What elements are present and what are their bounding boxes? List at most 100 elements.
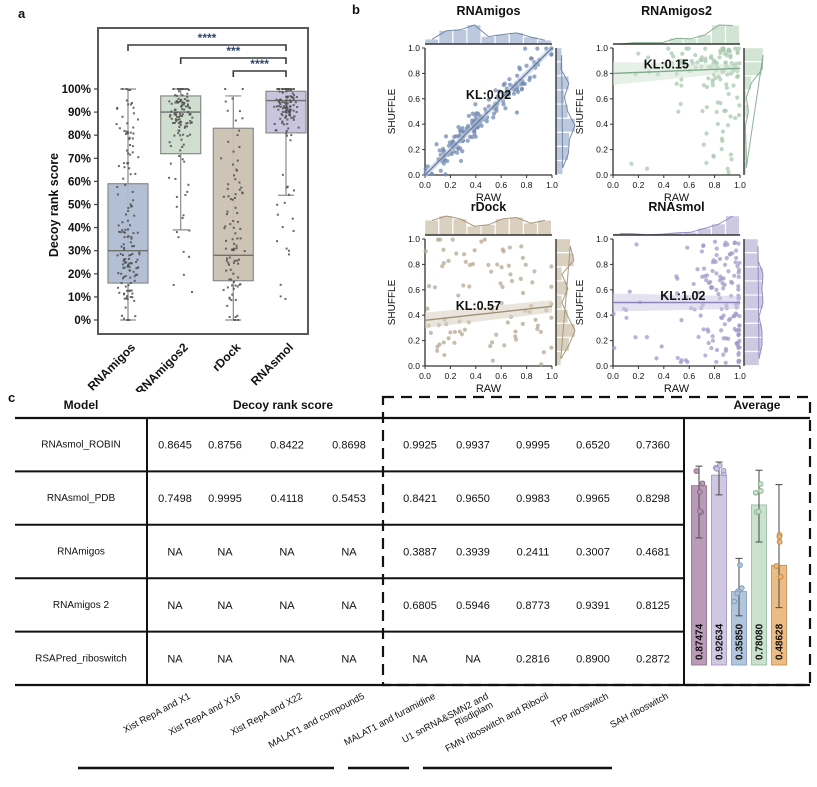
data-point [238, 110, 241, 113]
y-tick-label: 0.8 [408, 259, 420, 269]
data-point [243, 250, 246, 253]
hist-bar [555, 47, 562, 62]
data-point [181, 158, 184, 161]
data-point [736, 112, 742, 118]
data-point [719, 147, 724, 152]
data-point [224, 247, 227, 250]
data-point [239, 283, 242, 286]
subplot-title: RNAmigos [457, 4, 521, 18]
data-point [128, 136, 131, 139]
table-cell: 0.2872 [636, 653, 670, 665]
bracket-line [179, 57, 287, 64]
bar-data-point [738, 585, 745, 591]
model-name: RNAmigos 2 [53, 600, 110, 611]
data-point [175, 115, 178, 118]
data-point [499, 265, 504, 270]
bar-group: 0.78080 [751, 469, 767, 666]
data-point [174, 101, 177, 104]
data-point [722, 322, 727, 327]
data-point [226, 109, 229, 112]
data-point [454, 150, 460, 155]
data-point [730, 251, 735, 256]
data-point [695, 60, 700, 65]
data-point [701, 243, 706, 249]
data-point [470, 262, 476, 267]
data-point [726, 269, 731, 274]
data-point [735, 73, 741, 79]
data-point [241, 192, 244, 195]
data-point [489, 269, 494, 274]
data-point [680, 51, 685, 56]
data-point [493, 88, 498, 93]
data-point [230, 278, 233, 281]
data-point [281, 173, 284, 176]
data-point [281, 114, 284, 117]
data-point [178, 126, 181, 129]
hist-bar [481, 224, 495, 236]
data-point [187, 105, 190, 108]
data-point [129, 153, 132, 156]
table-cell: NA [341, 547, 357, 559]
hist-bar [555, 76, 570, 90]
data-point [710, 334, 715, 339]
data-point [185, 122, 188, 125]
data-point [712, 239, 718, 244]
data-point [132, 245, 135, 248]
data-point [234, 193, 237, 196]
data-point [120, 282, 123, 285]
data-point [722, 262, 728, 267]
data-point [186, 111, 189, 114]
data-point [514, 110, 520, 115]
data-point [446, 258, 451, 263]
data-point [718, 77, 723, 82]
data-point [225, 269, 228, 272]
data-point [529, 56, 534, 61]
data-point [169, 145, 172, 148]
data-point [295, 95, 298, 98]
x-tick-label: 0.2 [444, 371, 456, 381]
table-cell: 0.3887 [403, 547, 437, 559]
significance-bracket: **** [127, 31, 287, 51]
data-point [539, 362, 544, 367]
hist-bar [683, 38, 698, 45]
data-point [461, 283, 466, 288]
data-point [174, 94, 177, 97]
table-header-average: Average [734, 398, 781, 412]
data-point [685, 245, 690, 250]
data-point [629, 161, 634, 166]
trend-line [424, 305, 553, 321]
y-tick-label: 1.0 [596, 234, 608, 244]
y-tick-label: 1.0 [408, 234, 420, 244]
data-point [121, 221, 124, 224]
table-cell: 0.9965 [576, 493, 610, 505]
data-point [233, 174, 236, 177]
data-point [718, 274, 723, 279]
table-cell: NA [167, 547, 183, 559]
data-point [123, 297, 126, 300]
data-point [182, 143, 185, 146]
y-tick-label: 80% [68, 130, 91, 142]
hist-bar [438, 215, 453, 236]
data-point [135, 261, 138, 264]
data-point [721, 352, 726, 357]
data-point [499, 300, 504, 306]
data-point [228, 278, 231, 281]
data-point [486, 262, 491, 267]
data-point [118, 127, 121, 130]
data-point [627, 289, 632, 294]
data-point [287, 95, 290, 98]
table-cell: 0.9391 [576, 600, 610, 612]
data-point [237, 258, 240, 261]
data-point [498, 281, 503, 286]
table-cell: 0.6520 [576, 440, 610, 452]
data-point [183, 98, 186, 101]
data-point [497, 89, 502, 94]
data-point [234, 284, 237, 287]
data-point [736, 350, 741, 356]
hist-bar [743, 267, 764, 281]
y-tick-label: 1.0 [408, 43, 420, 53]
data-point [294, 101, 297, 104]
data-point [223, 227, 226, 230]
x-tick-label: RNAsmol [248, 340, 296, 388]
data-point [180, 138, 183, 141]
